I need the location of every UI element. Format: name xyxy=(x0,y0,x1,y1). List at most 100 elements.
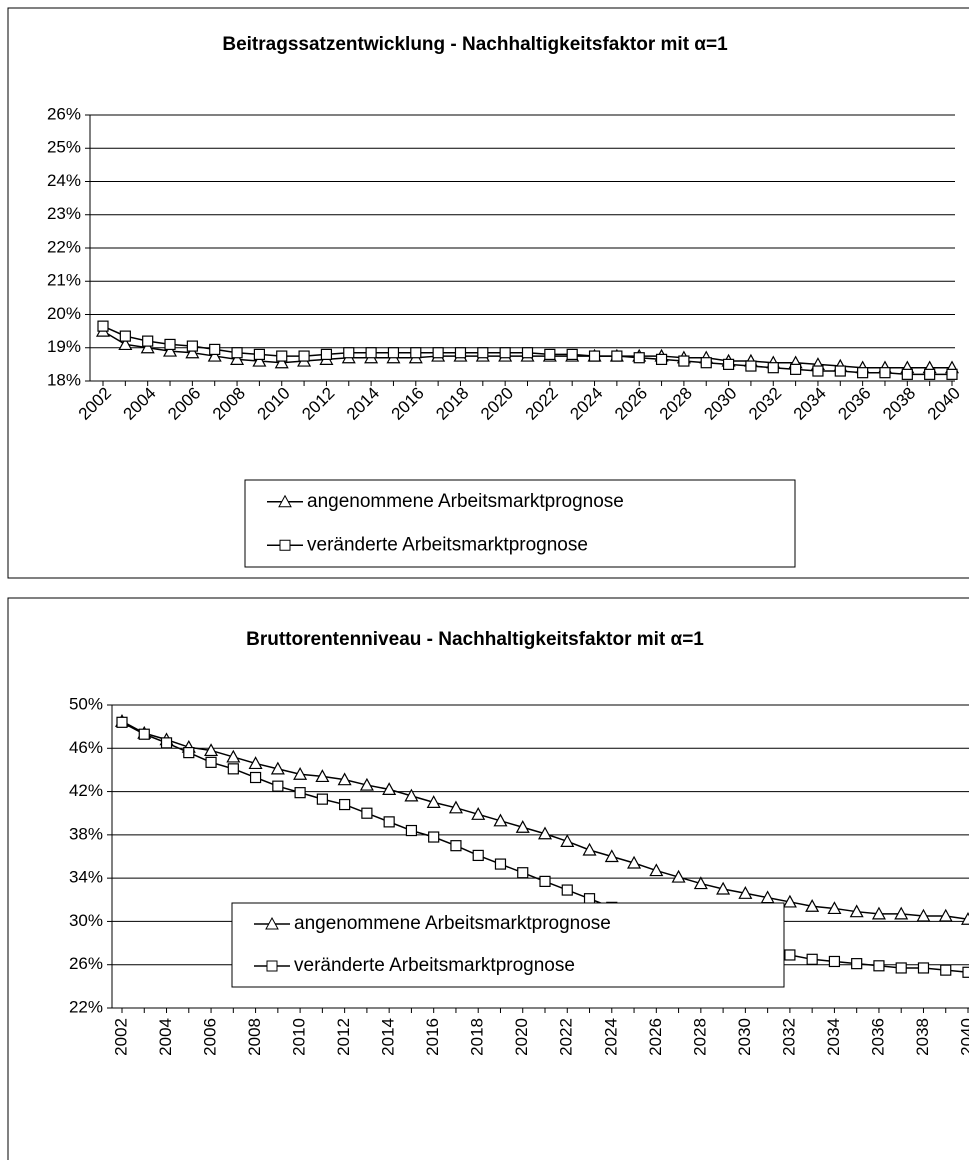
y-tick-label: 20% xyxy=(47,304,81,323)
data-point xyxy=(231,347,243,359)
data-point xyxy=(298,350,310,362)
data-point xyxy=(722,358,735,370)
x-tick-label: 2032 xyxy=(779,1018,798,1056)
data-point xyxy=(142,335,154,347)
data-point xyxy=(649,863,664,877)
data-point xyxy=(588,350,601,362)
data-point xyxy=(655,353,668,365)
x-tick-label: 2034 xyxy=(824,1018,843,1056)
x-tick-label: 2022 xyxy=(557,1018,576,1056)
y-tick-label: 42% xyxy=(69,781,103,800)
legend-marker xyxy=(278,494,292,508)
legend-label: angenommene Arbeitsmarktprognose xyxy=(294,913,611,934)
data-point xyxy=(745,360,757,372)
data-point xyxy=(566,348,578,360)
data-point xyxy=(633,352,645,364)
x-tick-label: 2026 xyxy=(646,1018,665,1056)
data-point xyxy=(315,769,330,783)
x-tick-label: 2012 xyxy=(334,1018,353,1056)
legend-label: veränderte Arbeitsmarktprognose xyxy=(294,955,575,976)
data-point xyxy=(227,763,239,775)
data-point xyxy=(405,824,418,837)
legend-marker xyxy=(279,539,291,551)
data-point xyxy=(164,338,176,351)
data-point xyxy=(387,347,400,359)
y-tick-label: 18% xyxy=(47,370,81,389)
data-point xyxy=(938,908,953,922)
y-tick-label: 23% xyxy=(47,204,81,223)
data-point xyxy=(163,343,178,357)
data-point xyxy=(477,347,489,359)
y-tick-label: 50% xyxy=(69,694,103,713)
data-point xyxy=(119,330,131,342)
y-tick-label: 34% xyxy=(69,868,103,887)
data-point xyxy=(857,367,869,379)
data-point xyxy=(871,906,886,920)
data-point xyxy=(253,348,265,360)
data-point xyxy=(834,365,846,377)
data-point xyxy=(116,716,128,728)
y-tick-label: 26% xyxy=(47,104,81,123)
data-point xyxy=(895,962,907,974)
chart-title: Bruttorentenniveau - Nachhaltigkeitsfakt… xyxy=(246,629,704,650)
legend-symbol xyxy=(266,960,278,972)
data-point xyxy=(700,357,712,369)
y-tick-label: 26% xyxy=(69,954,103,973)
y-tick-label: 21% xyxy=(47,271,81,290)
data-point xyxy=(248,756,263,770)
legend-label: angenommene Arbeitsmarktprognose xyxy=(307,491,624,512)
data-point xyxy=(494,858,507,870)
data-point xyxy=(160,737,173,749)
data-point xyxy=(716,881,731,895)
data-point xyxy=(515,820,530,833)
data-point xyxy=(790,363,802,375)
data-point xyxy=(230,352,245,365)
data-point xyxy=(828,955,841,968)
data-point xyxy=(205,756,217,768)
data-point xyxy=(207,348,222,362)
data-point xyxy=(782,894,797,908)
data-point xyxy=(693,876,708,890)
y-tick-label: 30% xyxy=(69,911,103,930)
y-tick-label: 22% xyxy=(69,997,103,1016)
chart-frame xyxy=(7,597,969,1160)
data-point xyxy=(517,867,529,879)
y-tick-label: 38% xyxy=(69,824,103,843)
x-tick-label: 2002 xyxy=(111,1018,130,1056)
data-point xyxy=(270,761,285,775)
data-point xyxy=(339,798,351,811)
data-point xyxy=(583,893,596,905)
data-point xyxy=(806,953,818,965)
data-point xyxy=(472,849,484,862)
data-point xyxy=(940,964,952,976)
data-point xyxy=(404,788,419,802)
data-point xyxy=(784,949,796,961)
data-point xyxy=(226,749,241,763)
data-point xyxy=(851,958,863,970)
data-point xyxy=(382,782,397,796)
legend-box xyxy=(231,902,785,988)
data-point xyxy=(118,337,133,351)
data-point xyxy=(343,347,355,359)
data-point xyxy=(432,347,444,359)
data-point xyxy=(204,743,219,757)
data-point xyxy=(946,368,958,380)
data-point xyxy=(678,355,690,367)
data-point xyxy=(812,365,824,377)
x-tick-label: 2028 xyxy=(690,1018,709,1056)
data-point xyxy=(359,777,374,791)
legend-box xyxy=(244,479,796,568)
data-point xyxy=(849,904,864,918)
data-point xyxy=(521,347,534,359)
x-tick-label: 2010 xyxy=(290,1018,309,1056)
data-point xyxy=(924,368,936,380)
data-point xyxy=(448,800,463,814)
data-point xyxy=(426,795,441,808)
data-point xyxy=(873,960,885,972)
data-point xyxy=(361,807,373,819)
y-tick-label: 22% xyxy=(47,237,81,256)
data-point xyxy=(901,368,913,380)
data-point xyxy=(879,367,891,379)
data-point xyxy=(499,347,511,359)
